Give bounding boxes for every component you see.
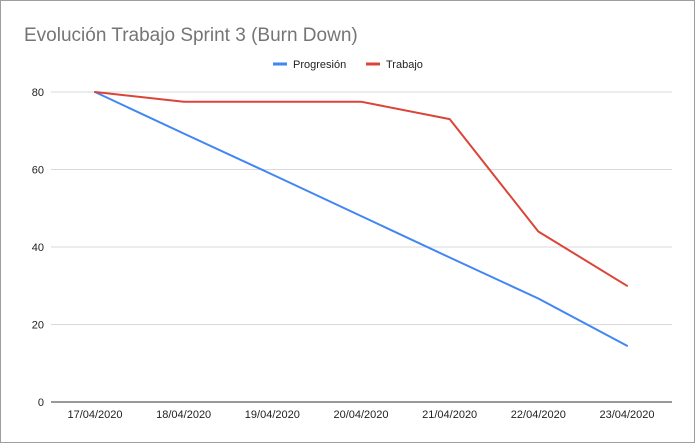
x-tick-label: 23/04/2020 bbox=[599, 409, 654, 421]
legend-label: Progresión bbox=[293, 59, 346, 71]
y-tick-label: 20 bbox=[32, 320, 44, 332]
legend-item: Progresión bbox=[273, 59, 346, 71]
x-tick-label: 22/04/2020 bbox=[511, 409, 566, 421]
gridlines bbox=[51, 91, 672, 403]
y-axis-ticks: 0 20 40 60 80 bbox=[32, 87, 44, 409]
x-tick-label: 17/04/2020 bbox=[67, 409, 122, 421]
series-lines bbox=[94, 91, 628, 347]
series-line-2 bbox=[94, 91, 628, 287]
x-tick-label: 20/04/2020 bbox=[333, 409, 388, 421]
y-tick-label: 80 bbox=[32, 87, 44, 99]
y-tick-label: 40 bbox=[32, 242, 44, 254]
series-line-1 bbox=[94, 91, 628, 347]
legend-label: Trabajo bbox=[386, 59, 423, 71]
legend: Progresión Trabajo bbox=[273, 59, 423, 71]
chart-title: Evolución Trabajo Sprint 3 (Burn Down) bbox=[24, 25, 358, 46]
x-axis-ticks: 17/04/2020 18/04/2020 19/04/2020 20/04/2020… bbox=[67, 409, 654, 421]
x-tick-label: 21/04/2020 bbox=[422, 409, 477, 421]
x-tick-label: 18/04/2020 bbox=[156, 409, 211, 421]
legend-item: Trabajo bbox=[366, 59, 423, 71]
x-tick-label: 19/04/2020 bbox=[245, 409, 300, 421]
y-tick-label: 0 bbox=[38, 397, 44, 409]
y-tick-label: 60 bbox=[32, 165, 44, 177]
